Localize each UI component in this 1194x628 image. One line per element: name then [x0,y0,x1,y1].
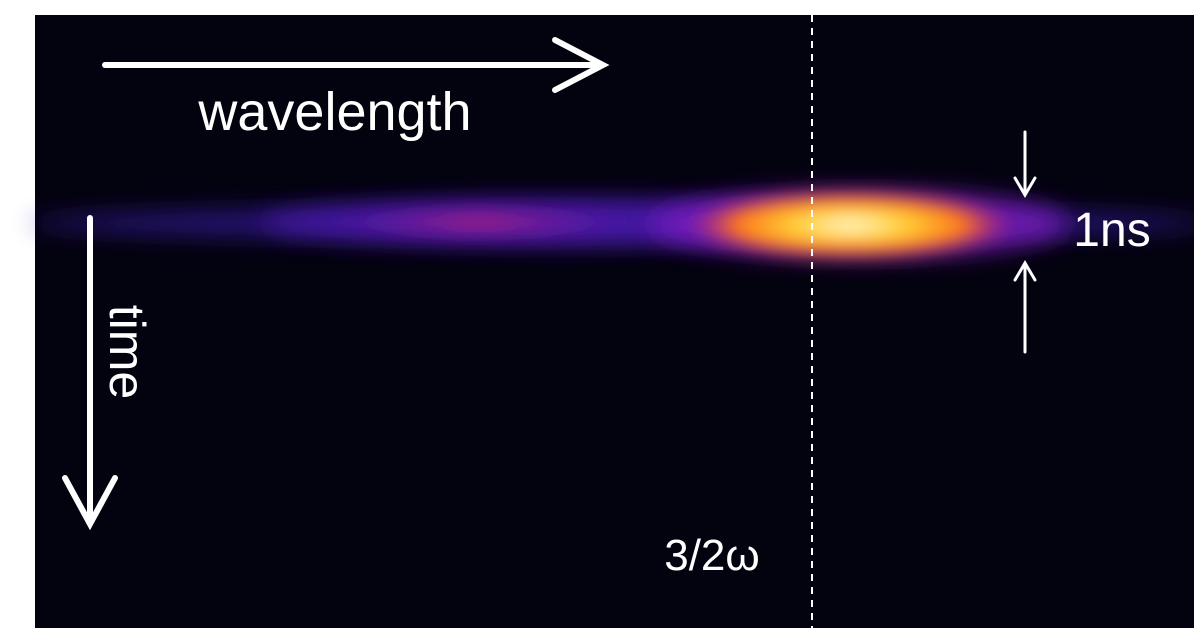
time-label: time [99,305,155,399]
pulse-width-label: 1ns [1073,204,1150,257]
streak-image: wavelength time 1ns 3/2ω [0,0,1194,628]
wavelength-label: wavelength [197,82,471,142]
page: wavelength time 1ns 3/2ω (() => { const … [0,0,1194,628]
frequency-marker-label: 3/2ω [664,531,760,580]
